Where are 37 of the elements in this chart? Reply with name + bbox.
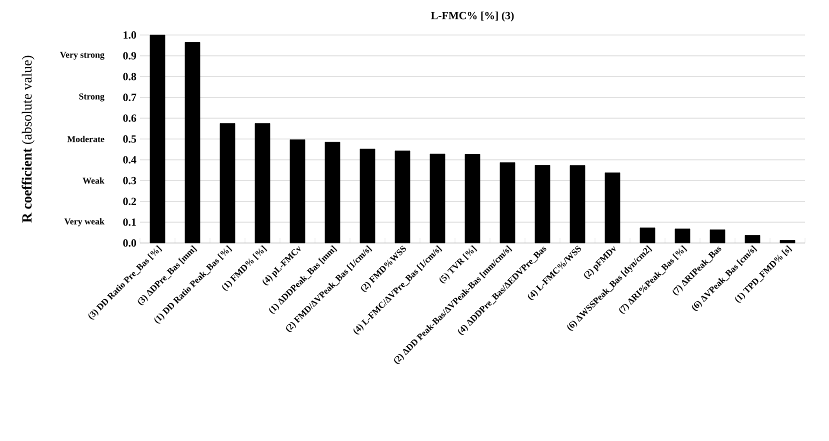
y-tick-label: 0.9 bbox=[123, 52, 136, 60]
bar bbox=[744, 235, 760, 244]
y-tick-label: 0.7 bbox=[123, 94, 136, 102]
bar bbox=[500, 162, 516, 244]
bar bbox=[570, 165, 586, 244]
y-tick-label: 0.2 bbox=[123, 198, 136, 206]
y-tick-label: 0.8 bbox=[123, 72, 136, 80]
text: Very weak bbox=[64, 218, 104, 226]
bar bbox=[394, 150, 410, 244]
bar bbox=[674, 228, 690, 244]
text: Strong bbox=[79, 93, 104, 102]
y-tick-label: 0.3 bbox=[123, 176, 136, 184]
bar bbox=[254, 123, 270, 244]
text: Very strong bbox=[60, 52, 104, 60]
bar bbox=[780, 240, 796, 244]
y-tick-label: 1.0 bbox=[124, 31, 136, 39]
y-tick-label: 0.6 bbox=[123, 114, 136, 122]
bar bbox=[290, 139, 306, 244]
y-tick-label: 0.5 bbox=[123, 135, 136, 143]
bar bbox=[534, 165, 550, 244]
bar bbox=[464, 154, 480, 244]
bar bbox=[360, 148, 376, 244]
text: Weak bbox=[82, 177, 104, 184]
y-tick-label: 0.1 bbox=[123, 218, 136, 226]
bar bbox=[640, 228, 656, 244]
bar bbox=[710, 229, 726, 244]
bar bbox=[430, 154, 446, 244]
bar bbox=[150, 34, 166, 244]
bar bbox=[184, 42, 200, 244]
chart-title: L-FMC% [%] (3) bbox=[431, 12, 514, 22]
bar bbox=[220, 123, 236, 244]
y-tick-label: 0.4 bbox=[123, 156, 136, 164]
y-tick-label: 0.0 bbox=[123, 239, 136, 247]
bar bbox=[604, 172, 620, 244]
bar bbox=[324, 142, 340, 244]
y-axis-title: R coefficient (absolute value) bbox=[22, 56, 34, 223]
text: Moderate bbox=[67, 136, 104, 142]
